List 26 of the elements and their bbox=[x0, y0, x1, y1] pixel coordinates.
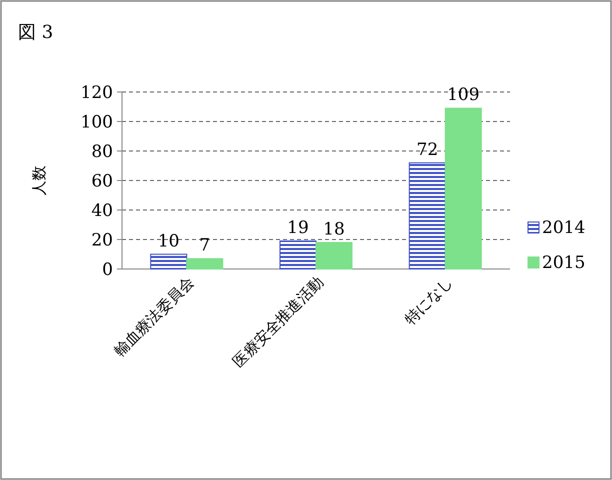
x-tick-label: 輸血療法委員会 bbox=[110, 273, 198, 360]
chart-title: 図 3 bbox=[18, 22, 54, 43]
y-tick-label: 100 bbox=[80, 112, 113, 132]
bar bbox=[186, 258, 224, 270]
x-tick-label: 医療安全推進活動 bbox=[229, 273, 327, 371]
y-tick-label: 20 bbox=[91, 230, 113, 250]
legend-label: 2014 bbox=[542, 218, 586, 238]
bar bbox=[316, 242, 352, 270]
bar bbox=[280, 240, 316, 270]
data-label: 72 bbox=[416, 140, 438, 160]
bar bbox=[408, 162, 446, 270]
data-label: 7 bbox=[199, 236, 210, 256]
x-tick-label: 特になし bbox=[401, 273, 456, 328]
y-tick-label: 0 bbox=[102, 260, 113, 280]
legend-label: 2015 bbox=[542, 253, 586, 273]
data-label: 18 bbox=[323, 219, 345, 240]
bar bbox=[444, 108, 482, 270]
data-label: 19 bbox=[287, 218, 309, 238]
y-tick-label: 40 bbox=[91, 201, 113, 221]
y-tick-label: 60 bbox=[91, 172, 113, 192]
data-label: 109 bbox=[447, 85, 480, 106]
data-label: 10 bbox=[158, 231, 180, 252]
y-tick-label: 80 bbox=[91, 142, 113, 162]
y-tick-label: 120 bbox=[80, 83, 113, 103]
bar bbox=[150, 254, 188, 270]
y-axis-title: 人数 bbox=[30, 166, 48, 196]
